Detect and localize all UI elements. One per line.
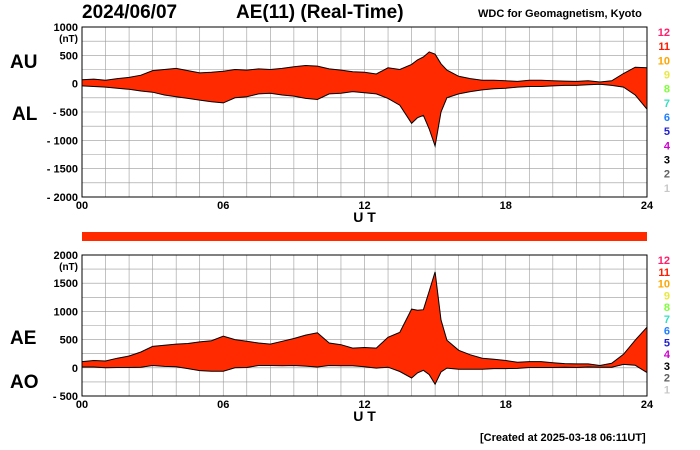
ao-label: AO [10, 372, 39, 393]
y-tick-label: - 1500 [47, 164, 78, 176]
series-line-ae [81, 271, 648, 367]
x-tick-label: 06 [217, 200, 229, 212]
x-axis-label: U T [353, 408, 376, 424]
x-tick-label: 12 [358, 399, 370, 411]
x-tick-label: 00 [76, 399, 88, 411]
y-tick-label: - 500 [53, 107, 78, 119]
station-count-label: 5 [664, 126, 670, 138]
series-line-au [81, 51, 648, 83]
ae-label: AE [10, 328, 37, 349]
station-count-label: 1 [664, 384, 670, 396]
x-tick-label: 24 [641, 200, 654, 212]
station-count-label: 6 [664, 112, 670, 124]
station-count-label: 7 [664, 98, 670, 110]
station-count-label: 11 [658, 267, 670, 279]
station-count-label: 4 [664, 140, 671, 152]
plot-frame [81, 26, 648, 198]
series-line-ao [82, 363, 648, 386]
chart-date: 2024/06/07 [82, 2, 178, 23]
x-tick-label: 00 [76, 200, 88, 212]
station-count-label: 11 [658, 41, 670, 53]
y-tick-label: 0 [72, 363, 78, 375]
al-label: AL [12, 104, 38, 125]
chart-title: AE(11) (Real-Time) [236, 2, 404, 23]
station-count-label: 7 [664, 314, 670, 326]
station-count-label: 9 [664, 290, 670, 302]
y-tick-label: 1000 [54, 306, 78, 318]
station-count-label: 10 [658, 55, 670, 67]
data-status-bar [82, 232, 647, 241]
station-count-label: 2 [664, 373, 670, 385]
x-tick-label: 06 [217, 399, 229, 411]
station-count-label: 5 [664, 337, 670, 349]
station-count-label: 10 [658, 279, 670, 291]
data-source: WDC for Geomagnetism, Kyoto [478, 8, 642, 20]
unit-label: (nT) [59, 34, 78, 45]
y-tick-label: 2000 [54, 250, 78, 262]
au-label: AU [10, 52, 38, 73]
station-count-label: 4 [664, 349, 671, 361]
station-count-label: 8 [664, 302, 670, 314]
station-count-label: 6 [664, 326, 670, 338]
y-tick-label: 1500 [54, 278, 78, 290]
y-tick-label: - 2000 [47, 192, 78, 204]
unit-label: (nT) [59, 262, 78, 273]
y-tick-label: - 1000 [47, 135, 78, 147]
x-tick-label: 12 [358, 200, 370, 212]
x-tick-label: 24 [641, 399, 654, 411]
station-count-label: 8 [664, 84, 670, 96]
plot-frame [81, 254, 648, 397]
station-count-scale-upper: 12 11 10 9 8 7 6 5 4 3 2 1 [658, 27, 671, 195]
y-tick-label: 500 [60, 50, 78, 62]
au-al-panel: 1000 500 0 - 500 - 1000 - 1500 - 2000 (nT) 00 06 1… [47, 22, 654, 225]
ae-ao-panel: 2000 1500 1000 500 0 - 500 (nT) 00 06 12 18 24 U T [53, 250, 654, 424]
band-fill [82, 271, 647, 385]
station-count-label: 1 [664, 183, 670, 195]
y-tick-label: - 500 [53, 391, 78, 403]
y-tick-label: 0 [72, 79, 78, 91]
series-line-al [81, 83, 648, 148]
created-timestamp: [Created at 2025-03-18 06:11UT] [480, 432, 646, 444]
station-count-label: 12 [658, 27, 670, 39]
station-count-label: 3 [664, 155, 670, 167]
y-tick-label: 1000 [54, 22, 78, 34]
y-tick-label: 500 [60, 335, 78, 347]
x-axis-label: U T [353, 209, 376, 225]
band-fill [82, 51, 647, 146]
station-count-label: 2 [664, 169, 670, 181]
x-tick-label: 18 [500, 399, 512, 411]
station-count-label: 12 [658, 255, 670, 267]
station-count-label: 9 [664, 70, 670, 82]
station-count-label: 3 [664, 361, 670, 373]
x-tick-label: 18 [500, 200, 512, 212]
